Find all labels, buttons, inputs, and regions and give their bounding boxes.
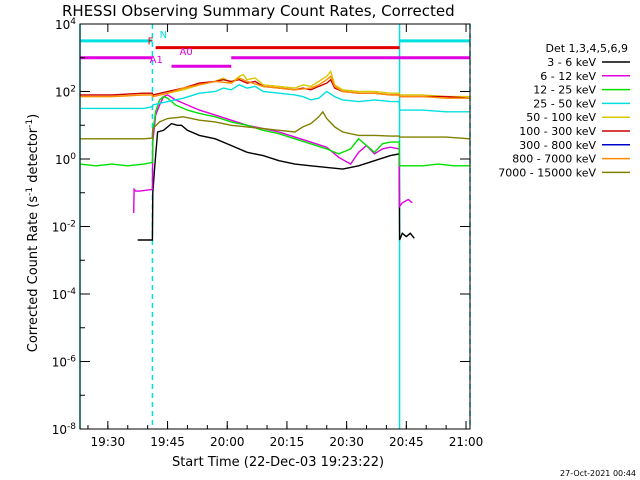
series-line-3 xyxy=(80,84,470,113)
legend-label-3: 25 - 50 keV xyxy=(533,97,596,110)
y-tick-label-2: 100 xyxy=(55,152,76,167)
x-axis-ticks: 19:30 19:45 20:00 20:15 20:30 20:45 21:00 xyxy=(87,24,484,449)
x-axis-label: Start Time (22-Dec-03 19:23:22) xyxy=(172,455,384,470)
series-line-8 xyxy=(80,110,471,140)
timestamp: 27-Oct-2021 00:44 xyxy=(560,469,636,478)
x-tick-label-0: 19:30 xyxy=(91,435,126,449)
series-line-7 xyxy=(80,75,470,99)
legend-label-1: 6 - 12 keV xyxy=(540,70,596,83)
x-tick-label-1: 19:45 xyxy=(150,435,185,449)
series-line-2 xyxy=(79,95,470,167)
plot-frame xyxy=(79,23,471,430)
y-tick-label-3: 10-2 xyxy=(52,220,76,235)
flag-label-1: F xyxy=(148,37,154,48)
y-tick-label-5: 10-6 xyxy=(52,355,77,370)
x-tick-label-4: 20:30 xyxy=(329,435,364,449)
series-line-1 xyxy=(133,94,413,214)
plot-area: NF A1 A0 xyxy=(79,23,471,430)
legend-label-8: 7000 - 15000 keV xyxy=(498,166,596,179)
legend-label-5: 100 - 300 keV xyxy=(519,125,596,138)
flag-label-0: N xyxy=(160,30,167,41)
x-tick-label-3: 20:15 xyxy=(270,435,305,449)
legend-label-7: 800 - 7000 keV xyxy=(512,153,596,166)
x-tick-label-5: 20:45 xyxy=(389,435,424,449)
flag-label-3: A1 xyxy=(150,55,163,66)
x-tick-label-6: 21:00 xyxy=(449,435,484,449)
y-axis-ticks: 104 102 100 10-2 10-4 10-6 10-8 xyxy=(52,17,470,437)
chart-title: RHESSI Observing Summary Count Rates, Co… xyxy=(62,2,455,20)
legend-title: Det 1,3,4,5,6,9 xyxy=(545,42,628,55)
x-tick-label-2: 20:00 xyxy=(210,435,245,449)
series-line-0 xyxy=(137,122,415,241)
y-tick-label-6: 10-8 xyxy=(52,422,77,437)
y-tick-label-1: 102 xyxy=(55,85,76,100)
y-tick-label-4: 10-4 xyxy=(52,287,77,302)
legend-label-0: 3 - 6 keV xyxy=(547,56,596,69)
legend-label-4: 50 - 100 keV xyxy=(526,111,596,124)
flag-label-4: A0 xyxy=(179,47,192,58)
legend-label-2: 12 - 25 keV xyxy=(533,84,596,97)
y-axis-label: Corrected Count Rate (s-1 detector-1) xyxy=(25,114,41,352)
y-tick-label-0: 104 xyxy=(55,17,76,32)
legend-label-6: 300 - 800 keV xyxy=(519,139,596,152)
